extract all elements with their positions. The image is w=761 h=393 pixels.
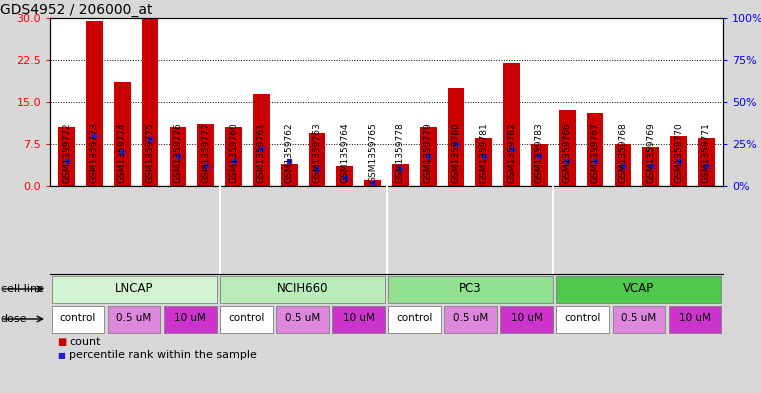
- Text: dose: dose: [1, 314, 27, 324]
- Bar: [281, 163, 298, 186]
- Bar: [476, 138, 492, 186]
- Bar: [52, 275, 217, 303]
- Text: 0.5 uM: 0.5 uM: [453, 313, 489, 323]
- Bar: [642, 147, 659, 186]
- Bar: [444, 305, 497, 332]
- Bar: [220, 275, 385, 303]
- Text: ■: ■: [58, 337, 67, 347]
- Bar: [698, 138, 715, 186]
- Bar: [253, 94, 269, 186]
- Text: NCIH660: NCIH660: [277, 282, 328, 295]
- Bar: [309, 133, 325, 186]
- Bar: [52, 305, 104, 332]
- Bar: [670, 136, 687, 186]
- Bar: [164, 305, 217, 332]
- Bar: [108, 305, 161, 332]
- Text: LNCAP: LNCAP: [115, 282, 154, 295]
- Text: 0.5 uM: 0.5 uM: [116, 313, 151, 323]
- Text: GDS4952 / 206000_at: GDS4952 / 206000_at: [0, 3, 152, 17]
- Bar: [276, 305, 329, 332]
- Text: count: count: [69, 337, 100, 347]
- Bar: [556, 275, 721, 303]
- Bar: [587, 113, 603, 186]
- Bar: [220, 305, 272, 332]
- Bar: [225, 127, 242, 186]
- Bar: [170, 127, 186, 186]
- Bar: [500, 305, 553, 332]
- Bar: [332, 305, 385, 332]
- Bar: [556, 305, 609, 332]
- Bar: [59, 127, 75, 186]
- Text: 10 uM: 10 uM: [511, 313, 543, 323]
- Bar: [669, 305, 721, 332]
- Text: PC3: PC3: [460, 282, 482, 295]
- Text: 10 uM: 10 uM: [174, 313, 206, 323]
- Text: cell line: cell line: [1, 284, 44, 294]
- Text: control: control: [565, 313, 601, 323]
- Text: control: control: [60, 313, 96, 323]
- Bar: [447, 88, 464, 186]
- Text: VCAP: VCAP: [623, 282, 654, 295]
- Text: 10 uM: 10 uM: [342, 313, 374, 323]
- Text: percentile rank within the sample: percentile rank within the sample: [69, 351, 257, 360]
- Bar: [615, 144, 631, 186]
- Bar: [503, 63, 520, 186]
- Text: 10 uM: 10 uM: [679, 313, 711, 323]
- Bar: [420, 127, 437, 186]
- Text: ■: ■: [58, 351, 65, 360]
- Bar: [388, 305, 441, 332]
- Bar: [86, 21, 103, 186]
- Text: 0.5 uM: 0.5 uM: [285, 313, 320, 323]
- Bar: [613, 305, 665, 332]
- Bar: [114, 83, 131, 186]
- Bar: [197, 125, 214, 186]
- Text: control: control: [228, 313, 265, 323]
- Bar: [388, 275, 553, 303]
- Bar: [142, 18, 158, 186]
- Bar: [392, 163, 409, 186]
- Bar: [336, 166, 353, 186]
- Bar: [365, 180, 381, 186]
- Text: 0.5 uM: 0.5 uM: [621, 313, 657, 323]
- Bar: [531, 144, 548, 186]
- Text: control: control: [396, 313, 433, 323]
- Bar: [559, 110, 575, 186]
